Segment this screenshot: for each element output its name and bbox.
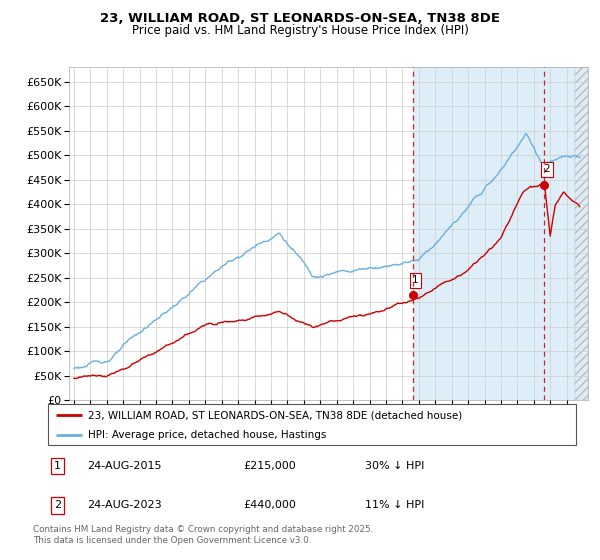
Bar	[413, 67, 588, 400]
Text: 2: 2	[54, 501, 61, 510]
Text: Contains HM Land Registry data © Crown copyright and database right 2025.
This d: Contains HM Land Registry data © Crown c…	[33, 525, 373, 545]
Text: 23, WILLIAM ROAD, ST LEONARDS-ON-SEA, TN38 8DE: 23, WILLIAM ROAD, ST LEONARDS-ON-SEA, TN…	[100, 12, 500, 25]
Text: 24-AUG-2015: 24-AUG-2015	[88, 461, 162, 471]
Text: Price paid vs. HM Land Registry's House Price Index (HPI): Price paid vs. HM Land Registry's House …	[131, 24, 469, 36]
Text: 30% ↓ HPI: 30% ↓ HPI	[365, 461, 424, 471]
Text: 11% ↓ HPI: 11% ↓ HPI	[365, 501, 424, 510]
Text: 24-AUG-2023: 24-AUG-2023	[88, 501, 162, 510]
Text: HPI: Average price, detached house, Hastings: HPI: Average price, detached house, Hast…	[88, 430, 326, 440]
Text: £215,000: £215,000	[244, 461, 296, 471]
Text: 2: 2	[544, 164, 550, 174]
Text: 1: 1	[54, 461, 61, 471]
Text: 1: 1	[412, 276, 419, 286]
Text: £440,000: £440,000	[244, 501, 296, 510]
Text: 23, WILLIAM ROAD, ST LEONARDS-ON-SEA, TN38 8DE (detached house): 23, WILLIAM ROAD, ST LEONARDS-ON-SEA, TN…	[88, 410, 462, 421]
